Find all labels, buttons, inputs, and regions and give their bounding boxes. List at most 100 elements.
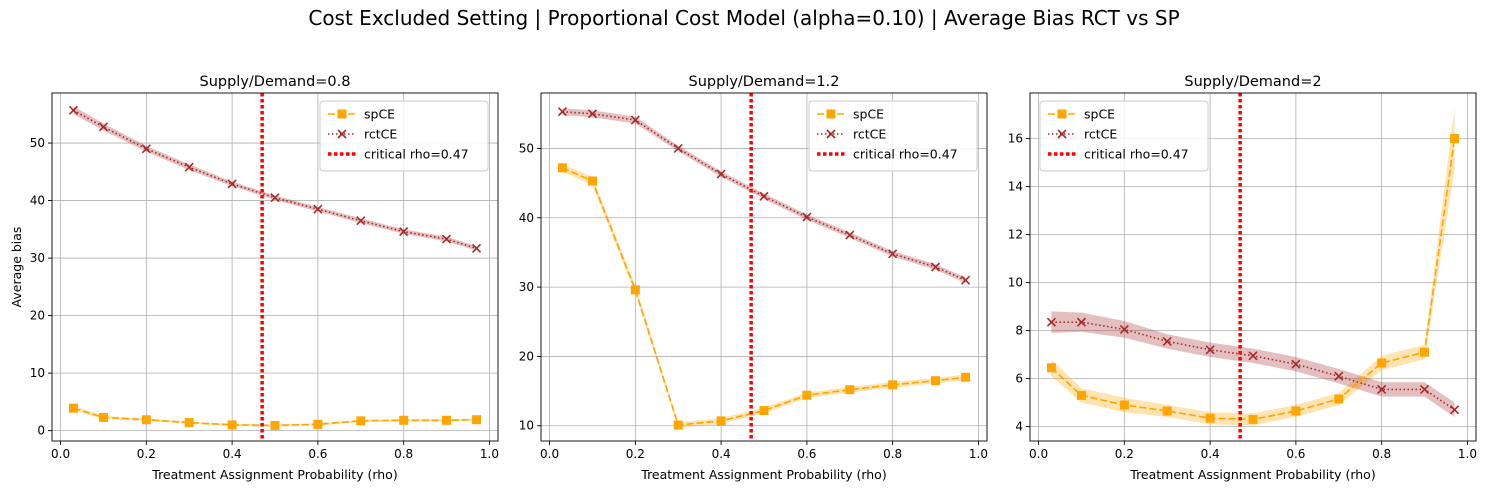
point-spCE [1162, 406, 1172, 416]
markers-spCE [1046, 134, 1460, 424]
point-rctCE [471, 243, 482, 253]
point-rctCE [1291, 359, 1301, 369]
x-tick-label: 0.8 [883, 447, 902, 461]
axes-frame [1029, 92, 1477, 442]
point-rctCE [930, 262, 941, 272]
point-spCE [270, 420, 280, 430]
markers-spCE [68, 403, 482, 430]
x-axis-label: Treatment Assignment Probability (rho) [640, 467, 886, 482]
point-spCE [141, 415, 151, 425]
legend-box [1039, 100, 1209, 172]
point-spCE [68, 403, 78, 413]
legend: spCE rctCE critical rho=0.47 [1039, 100, 1209, 172]
point-spCE [716, 416, 726, 426]
point-spCE [1119, 400, 1129, 410]
x-tick-label: 0.2 [1115, 447, 1134, 461]
x-tick-label: 0.0 [1029, 447, 1048, 461]
point-spCE [1205, 413, 1215, 423]
y-tick-label: 0 [37, 424, 45, 438]
point-spCE [1377, 358, 1387, 368]
x-tick-label: 0.4 [712, 447, 731, 461]
figure-suptitle: Cost Excluded Setting | Proportional Cos… [308, 6, 1180, 30]
legend-marker [826, 129, 836, 139]
point-rctCE [1334, 371, 1344, 381]
legend-label: spCE [853, 107, 884, 122]
y-tick-label: 14 [1008, 180, 1023, 194]
point-rctCE [1248, 351, 1258, 361]
point-rctCE [1449, 405, 1460, 415]
x-tick-label: 1.0 [1458, 447, 1477, 461]
x-tick-label: 0.0 [51, 447, 70, 461]
point-rctCE [1119, 324, 1129, 334]
legend-label: rctCE [853, 127, 886, 142]
markers-spCE [557, 163, 971, 430]
y-tick-label: 30 [30, 251, 45, 265]
point-rctCE [759, 191, 769, 201]
band-spCE [1051, 107, 1455, 426]
point-spCE [356, 416, 366, 426]
axes-frame [51, 92, 499, 442]
y-tick-label: 10 [1008, 276, 1023, 290]
point-rctCE [227, 179, 237, 189]
point-spCE [313, 419, 323, 429]
y-axis-label: Average bias [9, 227, 24, 308]
y-tick-label: 10 [519, 419, 534, 433]
point-rctCE [960, 275, 971, 285]
series-line-spCE [1050, 138, 1456, 421]
legend-label: critical rho=0.47 [364, 147, 469, 162]
x-axis-label: Treatment Assignment Probability (rho) [151, 467, 397, 482]
chart-title: Supply/Demand=0.8 [200, 74, 351, 90]
point-spCE [1248, 414, 1258, 424]
point-spCE [472, 415, 482, 425]
y-tick-label: 40 [519, 211, 534, 225]
x-tick-label: 0.6 [1286, 447, 1305, 461]
y-tick-label: 16 [1008, 132, 1023, 146]
point-spCE [931, 376, 941, 386]
legend-marker [1057, 129, 1067, 139]
markers-rctCE [68, 105, 482, 253]
plot-area [68, 93, 482, 441]
plot-area [1046, 93, 1460, 441]
chart-title: Supply/Demand=2 [1184, 74, 1321, 90]
point-rctCE [441, 234, 452, 244]
y-tick-label: 40 [30, 194, 45, 208]
point-rctCE [1205, 345, 1215, 355]
chart-panel-2: 0.0 0.2 0.4 0.6 0.8 1.0 10 20 30 40 50 Supply/Deman… [519, 74, 988, 482]
legend-box [808, 100, 978, 172]
point-spCE [1334, 394, 1344, 404]
point-rctCE [630, 115, 640, 125]
y-tick-label: 4 [1015, 420, 1023, 434]
point-rctCE [673, 143, 683, 154]
point-spCE [673, 420, 683, 430]
legend-label: rctCE [364, 127, 397, 142]
point-rctCE [141, 144, 151, 154]
x-tick-label: 1.0 [480, 447, 499, 461]
y-tick-label: 8 [1015, 324, 1023, 338]
point-rctCE [313, 204, 323, 214]
legend-marker [1057, 109, 1067, 119]
band-spCE [562, 163, 966, 428]
point-rctCE [587, 109, 598, 119]
point-rctCE [845, 230, 855, 240]
point-rctCE [802, 212, 812, 222]
y-tick-label: 50 [519, 141, 534, 155]
point-rctCE [1046, 317, 1057, 327]
point-spCE [759, 405, 769, 415]
y-tick-label: 6 [1015, 372, 1023, 386]
point-rctCE [1377, 384, 1387, 394]
markers-rctCE [557, 107, 971, 285]
x-tick-label: 0.4 [1201, 447, 1220, 461]
point-spCE [227, 420, 237, 430]
point-rctCE [98, 122, 109, 132]
point-rctCE [1076, 317, 1087, 327]
point-spCE [442, 415, 452, 425]
y-tick-label: 10 [30, 366, 45, 380]
point-rctCE [716, 169, 726, 179]
point-spCE [1076, 390, 1086, 400]
legend-label: critical rho=0.47 [1084, 147, 1189, 162]
point-rctCE [557, 107, 568, 117]
point-spCE [630, 285, 640, 295]
x-tick-label: 0.4 [223, 447, 242, 461]
legend-marker [826, 109, 836, 119]
